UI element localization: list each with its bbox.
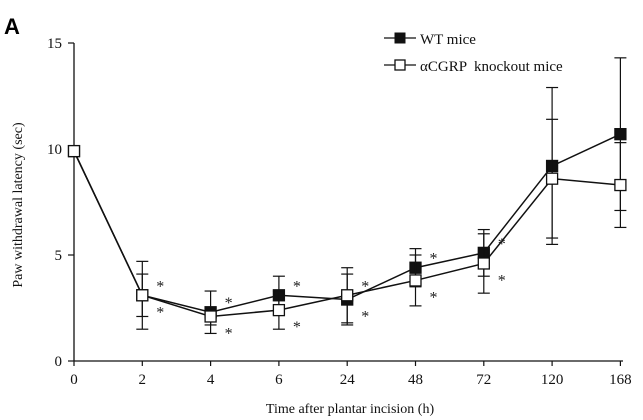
- data-point: [614, 178, 627, 192]
- significance-star: *: [156, 304, 164, 321]
- data-point: [272, 303, 286, 317]
- series-knockout: [67, 118, 627, 330]
- data-point: [614, 128, 627, 141]
- y-tick-label: 15: [47, 36, 62, 52]
- legend-marker-ko: [394, 59, 406, 71]
- x-tick-label: 48: [408, 372, 423, 388]
- x-ticks: 0 2 4 6 24 48 72 120 168: [70, 361, 632, 388]
- x-tick-label: 6: [275, 372, 283, 388]
- x-tick-label: 4: [207, 372, 215, 388]
- data-point: [136, 289, 149, 302]
- y-tick-label: 5: [55, 248, 63, 264]
- y-axis-title: Paw withdrawal latency (sec): [11, 122, 26, 288]
- x-axis-title: Time after plantar incision (h): [266, 402, 435, 417]
- significance-star: *: [361, 309, 369, 326]
- legend-marker-wt: [394, 32, 406, 44]
- data-point: [545, 172, 559, 185]
- x-tick-label: 168: [609, 372, 632, 388]
- y-tick-label: 10: [47, 142, 62, 158]
- axes: [73, 43, 623, 362]
- data-point: [477, 257, 490, 270]
- significance-star: *: [430, 289, 438, 306]
- x-tick-label: 0: [70, 372, 78, 388]
- y-ticks: 0 5 10 15: [47, 36, 74, 370]
- x-tick-label: 72: [476, 372, 491, 388]
- significance-markers: * * * * * * * * * * * *: [156, 236, 506, 343]
- x-tick-label: 24: [340, 372, 356, 388]
- significance-star: *: [293, 278, 301, 295]
- legend: WT mice αCGRP knockout mice: [384, 32, 563, 75]
- data-point: [341, 289, 354, 302]
- x-tick-label: 2: [139, 372, 147, 388]
- significance-star: *: [361, 278, 369, 295]
- legend-label-ko: αCGRP knockout mice: [420, 59, 563, 75]
- significance-star: *: [293, 319, 301, 336]
- significance-star: *: [498, 236, 506, 253]
- data-point: [409, 274, 422, 287]
- data-point: [204, 310, 217, 323]
- significance-star: *: [498, 272, 506, 289]
- x-tick-label: 120: [541, 372, 564, 388]
- significance-star: *: [225, 325, 233, 342]
- y-tick-label: 0: [55, 354, 63, 370]
- panel-label: A: [4, 14, 20, 39]
- significance-star: *: [225, 295, 233, 312]
- significance-star: *: [430, 251, 438, 268]
- series-layer: [67, 57, 627, 335]
- significance-star: *: [156, 278, 164, 295]
- data-point: [67, 144, 81, 158]
- legend-label-wt: WT mice: [420, 32, 476, 48]
